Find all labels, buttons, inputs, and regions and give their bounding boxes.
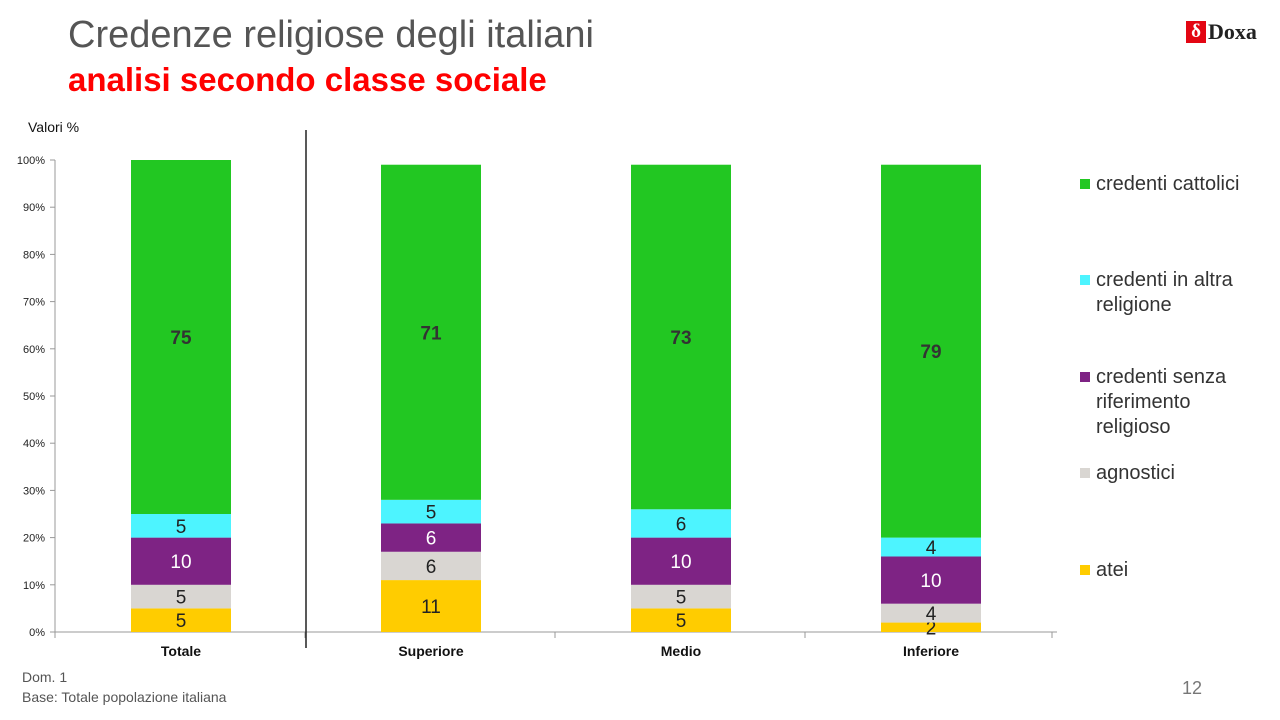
legend-label-credenti-senza-riferimento: credenti senza riferimento religioso: [1096, 366, 1227, 438]
bar-segment: [631, 537, 731, 585]
data-label: 71: [420, 323, 442, 344]
data-label: 5: [176, 517, 187, 538]
x-category-label: Totale: [161, 643, 201, 659]
bar-segment: [631, 509, 731, 538]
y-tick-label: 50%: [23, 391, 45, 403]
y-tick-label: 40%: [23, 438, 45, 450]
data-label: 4: [926, 604, 937, 625]
legend-label-atei: atei: [1096, 559, 1129, 581]
doxa-logo-mark-icon: δ: [1186, 21, 1206, 43]
data-label: 10: [670, 552, 691, 573]
data-label: 2: [926, 618, 937, 639]
data-label: 10: [920, 571, 941, 592]
y-tick-label: 60%: [23, 344, 45, 356]
data-label: 5: [676, 588, 687, 609]
x-category-label: Inferiore: [903, 643, 959, 659]
legend-item-agnostici: agnostici: [1080, 461, 1266, 486]
legend-swatch-atei: [1080, 565, 1090, 575]
data-label: 5: [176, 611, 187, 632]
legend-item-credenti-altra-religione: credenti in altra religione: [1080, 268, 1266, 318]
data-label: 6: [426, 557, 437, 578]
legend-item-atei: atei: [1080, 558, 1266, 583]
bar-segment: [381, 580, 481, 632]
bar-segment: [631, 164, 731, 510]
legend-swatch-agnostici: [1080, 468, 1090, 478]
y-tick-label: 30%: [23, 485, 45, 497]
page-number: 12: [1182, 678, 1203, 698]
footnote-base: Base: Totale popolazione italiana: [22, 689, 227, 705]
bar-segment: [131, 584, 231, 609]
bar-segment: [881, 164, 981, 538]
y-tick-label: 0%: [29, 627, 45, 639]
data-label: 75: [170, 328, 192, 349]
legend-swatch-credenti-senza-riferimento: [1080, 372, 1090, 382]
data-label: 79: [920, 342, 941, 363]
legend-swatch-credenti-cattolici: [1080, 179, 1090, 189]
y-tick-label: 10%: [23, 580, 45, 592]
bar-segment: [131, 514, 231, 538]
footnote-question: Dom. 1: [22, 669, 68, 685]
bar-segment: [881, 556, 981, 604]
legend-swatch-credenti-altra-religione: [1080, 275, 1090, 285]
bar-segment: [131, 160, 231, 514]
bar-segment: [131, 537, 231, 585]
data-label: 11: [421, 597, 441, 618]
data-label: 6: [426, 529, 437, 550]
x-category-label: Medio: [661, 643, 701, 659]
data-label: 5: [176, 588, 187, 609]
y-tick-label: 20%: [23, 533, 45, 545]
bar-segment: [881, 622, 981, 632]
data-label: 73: [670, 328, 691, 349]
y-tick-label: 80%: [23, 249, 45, 261]
doxa-logo: δ Doxa: [1186, 19, 1257, 44]
data-label: 5: [426, 503, 437, 524]
stacked-bar-chart: 0%10%20%30%40%50%60%70%80%90%100%5510575…: [17, 130, 1057, 659]
legend-item-credenti-cattolici: credenti cattolici: [1080, 172, 1266, 197]
legend-label-credenti-cattolici: credenti cattolici: [1096, 173, 1240, 195]
bar-segment: [381, 523, 481, 552]
bar-segment: [381, 164, 481, 500]
data-label: 4: [926, 538, 937, 559]
data-label: 6: [676, 514, 687, 535]
bar-segment: [381, 499, 481, 524]
bar-segment: [881, 603, 981, 623]
legend-label-credenti-altra-religione: credenti in altra religione: [1096, 269, 1233, 316]
data-label: 5: [676, 611, 687, 632]
y-tick-label: 90%: [23, 202, 45, 214]
legend-item-credenti-senza-riferimento: credenti senza riferimento religioso: [1080, 365, 1266, 440]
bar-segment: [631, 584, 731, 609]
bar-segment: [381, 551, 481, 581]
y-tick-label: 100%: [17, 155, 45, 167]
x-category-label: Superiore: [398, 643, 464, 659]
bar-segment: [631, 608, 731, 632]
data-label: 10: [170, 552, 191, 573]
unit-label: Valori %: [28, 119, 80, 135]
legend-label-agnostici: agnostici: [1096, 462, 1175, 484]
y-tick-label: 70%: [23, 297, 45, 309]
doxa-logo-text: Doxa: [1208, 19, 1257, 44]
slide-title: Credenze religiose degli italiani: [68, 14, 594, 56]
slide-subtitle: analisi secondo classe sociale: [68, 61, 547, 98]
chart-legend: credenti cattolici credenti in altra rel…: [1080, 0, 1280, 720]
bar-segment: [881, 537, 981, 557]
bar-segment: [131, 608, 231, 632]
